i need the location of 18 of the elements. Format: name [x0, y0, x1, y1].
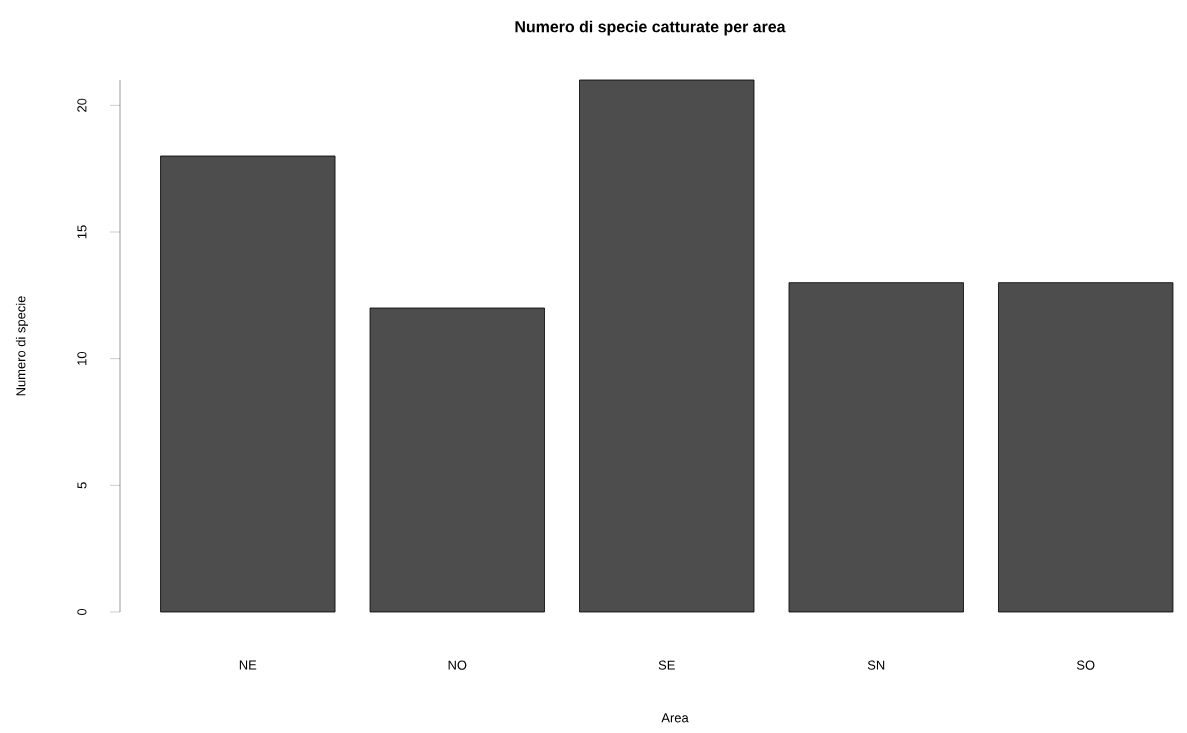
x-tick-label: SO: [1076, 660, 1095, 670]
bar: [160, 155, 336, 613]
x-tick-label: SN: [867, 660, 885, 670]
bar: [788, 282, 964, 613]
y-tick-label: 0: [77, 608, 87, 616]
y-tick-label: 5: [77, 482, 87, 489]
y-tick-label: 20: [77, 98, 87, 112]
bar: [369, 307, 545, 613]
x-tick-label: NE: [239, 660, 257, 670]
x-axis-title: Area: [661, 713, 689, 723]
y-tick-label: 10: [77, 351, 87, 365]
x-tick-label: SE: [658, 660, 675, 670]
bar: [998, 282, 1174, 613]
x-tick-label: NO: [448, 660, 467, 670]
bar: [579, 79, 755, 613]
chart-title: Numero di specie catturate per area: [515, 20, 786, 36]
y-tick-label: 15: [77, 225, 87, 239]
y-axis-title: Numero di specie: [15, 296, 28, 396]
